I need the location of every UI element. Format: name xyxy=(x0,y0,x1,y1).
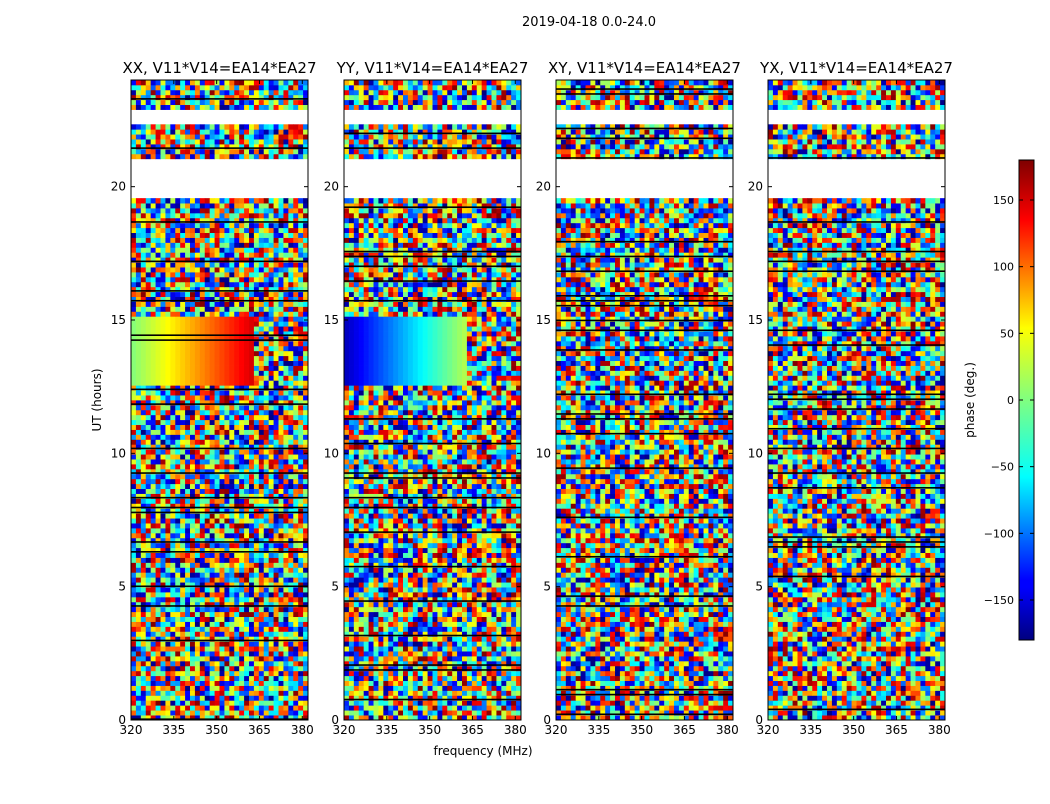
colorbar-tick-label: −100 xyxy=(984,527,1014,540)
y-tick-label: 0 xyxy=(331,713,339,727)
colorbar-tick-label: 100 xyxy=(993,261,1014,274)
phase-heatmap xyxy=(131,80,308,720)
colorbar-tick-label: 50 xyxy=(1000,327,1014,340)
y-tick-label: 0 xyxy=(543,713,551,727)
x-tick-label: 350 xyxy=(205,723,228,737)
y-tick-label: 10 xyxy=(111,446,126,460)
y-tick-label: 20 xyxy=(748,180,763,194)
colorbar: −150 −100 −50 0 50 100 150 phase (deg.) xyxy=(963,160,1034,640)
y-tick-label: 15 xyxy=(748,313,763,327)
y-tick-label: 15 xyxy=(536,313,551,327)
x-axis-label: frequency (MHz) xyxy=(433,744,532,758)
colorbar-label: phase (deg.) xyxy=(963,362,977,438)
x-tick-label: 380 xyxy=(504,723,527,737)
x-tick-label: 350 xyxy=(842,723,865,737)
phase-heatmap xyxy=(344,80,521,720)
y-tick-label: 15 xyxy=(324,313,339,327)
x-tick-label: 335 xyxy=(162,723,185,737)
phase-heatmap xyxy=(768,80,945,720)
colorbar-tick-label: −150 xyxy=(984,594,1014,607)
y-tick-label: 5 xyxy=(118,580,126,594)
y-axis-label: UT (hours) xyxy=(90,368,104,431)
colorbar-tick-label: 0 xyxy=(1007,394,1014,407)
panel-title: YX, V11*V14=EA14*EA27 xyxy=(759,59,953,77)
y-tick-label: 20 xyxy=(324,180,339,194)
y-tick-label: 15 xyxy=(111,313,126,327)
x-tick-label: 335 xyxy=(375,723,398,737)
y-tick-label: 10 xyxy=(536,446,551,460)
y-tick-label: 5 xyxy=(543,580,551,594)
y-tick-label: 20 xyxy=(111,180,126,194)
x-tick-label: 350 xyxy=(630,723,653,737)
panel-title: XY, V11*V14=EA14*EA27 xyxy=(548,59,741,77)
panel-title: YY, V11*V14=EA14*EA27 xyxy=(336,59,529,77)
y-tick-label: 20 xyxy=(536,180,551,194)
y-tick-label: 10 xyxy=(324,446,339,460)
x-tick-label: 365 xyxy=(885,723,908,737)
y-tick-label: 10 xyxy=(748,446,763,460)
y-tick-label: 0 xyxy=(755,713,763,727)
y-tick-label: 0 xyxy=(118,713,126,727)
x-tick-label: 365 xyxy=(673,723,696,737)
figure-suptitle: 2019-04-18 0.0-24.0 xyxy=(522,15,656,30)
x-tick-label: 380 xyxy=(716,723,739,737)
panel-title: XX, V11*V14=EA14*EA27 xyxy=(122,59,316,77)
x-tick-label: 335 xyxy=(799,723,822,737)
x-tick-label: 380 xyxy=(928,723,951,737)
colorbar-tick-label: −50 xyxy=(991,461,1014,474)
x-tick-label: 365 xyxy=(461,723,484,737)
x-tick-label: 365 xyxy=(248,723,271,737)
y-tick-label: 5 xyxy=(755,580,763,594)
colorbar-tick-label: 150 xyxy=(993,194,1014,207)
x-tick-label: 350 xyxy=(418,723,441,737)
x-tick-label: 380 xyxy=(291,723,314,737)
x-tick-label: 335 xyxy=(587,723,610,737)
phase-heatmap xyxy=(556,80,733,720)
y-tick-label: 5 xyxy=(331,580,339,594)
